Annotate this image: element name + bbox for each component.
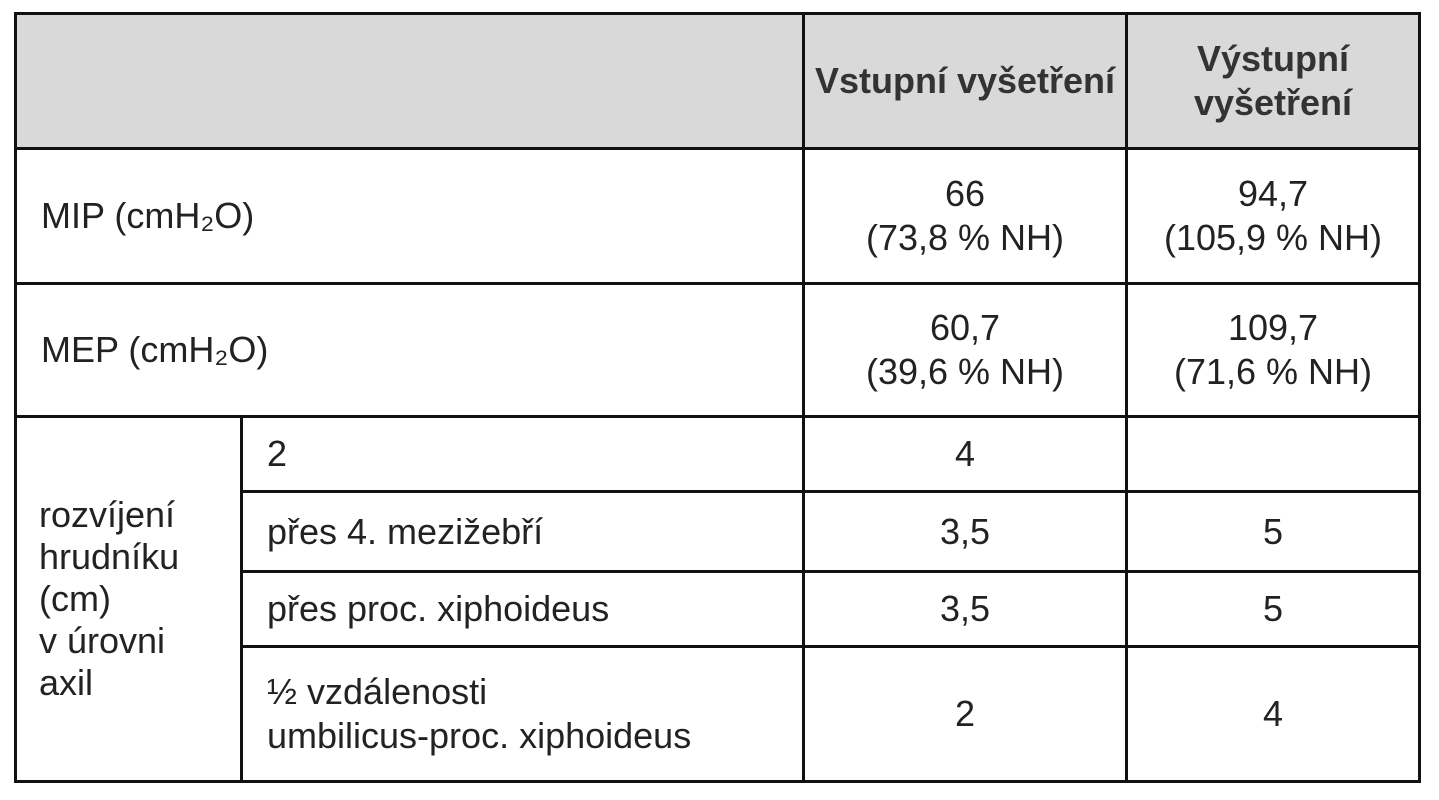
- row-label: ½ vzdálenosti umbilicus-proc. xiphoideus: [240, 645, 805, 783]
- header-row: Vstupní vyšetření Výstupní vyšetření: [14, 12, 1421, 150]
- note: (71,6 % NH): [1173, 351, 1373, 392]
- group-label-line: hrudníku: [39, 536, 180, 577]
- group-label: rozvíjení hrudníku (cm) v úrovni axil: [14, 415, 243, 783]
- row: přes 4. mezižebří 3,5 5: [16, 490, 1421, 573]
- cell: 2: [802, 645, 1128, 783]
- header-cell: Vstupní vyšetření: [802, 12, 1128, 150]
- label-line: ½ vzdálenosti: [267, 671, 488, 712]
- row: rozvíjení hrudníku (cm) v úrovni axil 2 …: [14, 415, 1421, 783]
- label-line: přes proc. xiphoideus: [267, 588, 610, 629]
- group-label-line: rozvíjení: [39, 494, 176, 535]
- note: (39,6 % NH): [865, 351, 1065, 392]
- row: MEP (cmH₂O) 60,7 (39,6 % NH) 109,7 (71,6 %…: [14, 282, 1421, 418]
- cell: 3,5: [802, 570, 1128, 648]
- value: 60,7: [929, 307, 1001, 348]
- value: 66: [944, 173, 986, 214]
- header-cell: Výstupní vyšetření: [1125, 12, 1421, 150]
- cell: 5: [1125, 490, 1421, 573]
- row-label: přes proc. xiphoideus: [240, 570, 805, 648]
- value: 94,7: [1237, 173, 1309, 214]
- label-line: 2: [267, 433, 288, 474]
- row: ½ vzdálenosti umbilicus-proc. xiphoideus …: [16, 645, 1421, 783]
- label-line: přes 4. mezižebří: [267, 510, 544, 552]
- row-label: 2: [240, 415, 805, 493]
- group-label-line: v úrovni: [39, 620, 166, 661]
- label-line: umbilicus-proc. xiphoideus: [267, 715, 692, 756]
- cell: 5: [1125, 570, 1421, 648]
- row: MIP (cmH₂O) 66 (73,8 % NH) 94,7 (105,9 % N…: [14, 147, 1421, 285]
- data-table: Vstupní vyšetření Výstupní vyšetření MIP…: [14, 12, 1421, 783]
- cell: 3,5: [802, 490, 1128, 573]
- cell: 4: [1125, 645, 1421, 783]
- row-label: MEP (cmH₂O): [14, 282, 805, 418]
- cell: 109,7 (71,6 % NH): [1125, 282, 1421, 418]
- group-label-line: axil: [39, 662, 94, 703]
- cell: 66 (73,8 % NH): [802, 147, 1128, 285]
- cell: 94,7 (105,9 % NH): [1125, 147, 1421, 285]
- note: (73,8 % NH): [865, 217, 1065, 258]
- row: přes proc. xiphoideus 3,5 5: [16, 570, 1421, 648]
- cell: 4: [802, 415, 1128, 493]
- group-label-line: (cm): [39, 578, 111, 619]
- cell: [1125, 415, 1421, 493]
- note: (105,9 % NH): [1163, 217, 1383, 258]
- row-label: MIP (cmH₂O): [14, 147, 805, 285]
- header-empty: [14, 12, 805, 150]
- cell: 60,7 (39,6 % NH): [802, 282, 1128, 418]
- value: 109,7: [1227, 307, 1319, 348]
- row-label: přes 4. mezižebří: [240, 490, 805, 573]
